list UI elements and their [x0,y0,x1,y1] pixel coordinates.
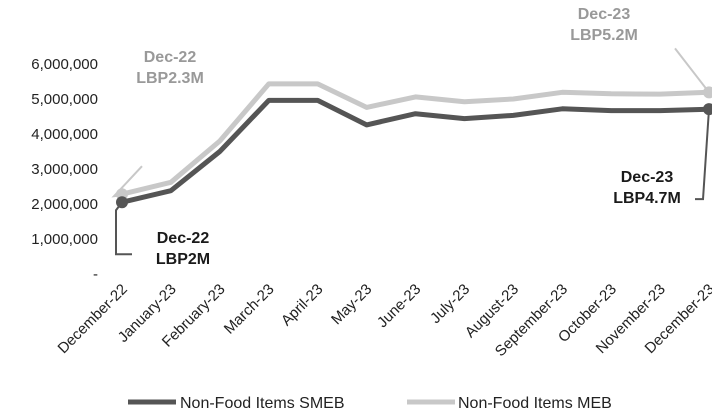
series-line-meb [121,81,710,197]
y-tick-label: 5,000,000 [31,91,98,108]
series-line-smeb [121,97,710,205]
y-tick-label: 2,000,000 [31,196,98,213]
y-axis-ticks: - 1,000,000 2,000,000 3,000,000 4,000,000 5,0… [31,56,98,283]
y-tick-label: 4,000,000 [31,126,98,143]
callout-leader-line [115,201,132,256]
data-point-marker [703,86,712,99]
callout-period: Dec-22 [157,230,210,247]
endpoint-markers [116,86,712,209]
callout-value: LBP4.7M [613,190,681,207]
legend: Non-Food Items SMEB Non-Food Items MEB [128,395,612,412]
legend-label: Non-Food Items MEB [458,395,612,412]
x-tick-label: December-22 [55,281,131,357]
callout-period: Dec-22 [144,49,197,66]
y-tick-label: - [93,266,98,283]
callout-period: Dec-23 [621,169,674,186]
x-tick-label: April-23 [278,281,327,330]
callout-value: LBP2.3M [136,70,204,87]
legend-label: Non-Food Items SMEB [180,395,345,412]
data-point-marker [703,103,712,116]
y-tick-label: 3,000,000 [31,161,98,178]
x-tick-label: May-23 [328,281,375,328]
callout-value: LBP5.2M [570,27,638,44]
callout-leader-line [674,47,712,94]
x-tick-label: June-23 [374,281,424,331]
callout-period: Dec-23 [578,6,631,23]
x-tick-label: July-23 [427,281,473,327]
x-tick-label: March-23 [221,281,278,338]
y-tick-label: 6,000,000 [31,56,98,73]
data-point-marker [116,196,128,209]
y-tick-label: 1,000,000 [31,231,98,248]
callout-leader-line [695,108,712,201]
callout-value: LBP2M [156,251,210,268]
x-axis-ticks: December-22January-23February-23March-23… [55,281,712,360]
series-lines [121,81,710,205]
callout-labels: Dec-22 LBP2.3M Dec-22 LBP2M Dec-23 LBP5.2M Dec… [136,6,681,268]
